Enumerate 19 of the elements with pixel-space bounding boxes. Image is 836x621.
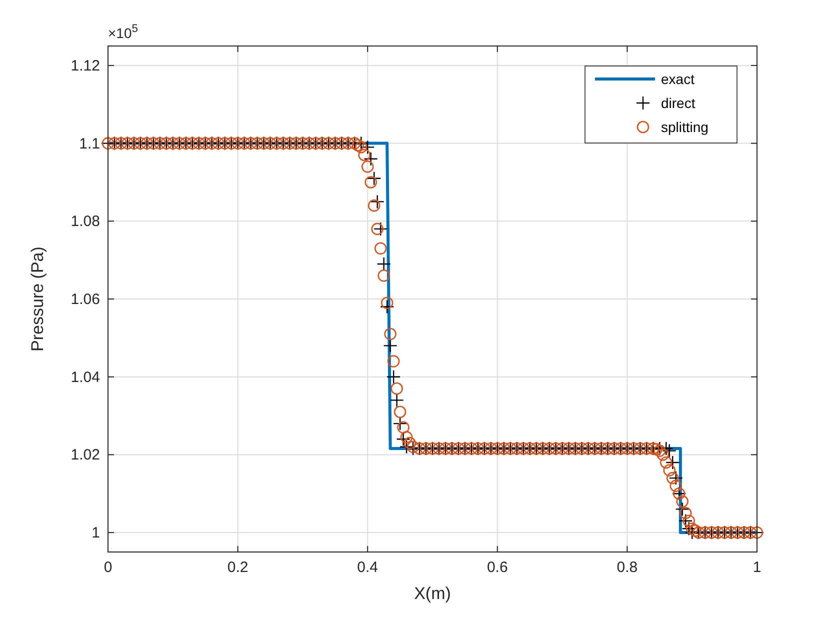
text: ×10$^{5}$ <box>108 23 138 41</box>
x-tick-label: 0.4 <box>357 559 378 576</box>
y-tick-label: 1.08 <box>70 213 100 230</box>
x-tick-label: 0.2 <box>227 559 248 576</box>
y-tick-label: 1.12 <box>70 57 100 74</box>
x-tick-label: 0.8 <box>616 559 638 576</box>
legend-label: exact <box>661 71 695 87</box>
y-tick-label: 1 <box>92 524 100 542</box>
x-axis-title: X(m) <box>414 584 451 603</box>
x-tick-label: 0.6 <box>486 559 508 576</box>
x-tick-label: 0 <box>104 559 112 576</box>
y-tick-label: 1.02 <box>70 446 100 464</box>
legend-label: splitting <box>661 119 708 135</box>
y-tick-label: 1.04 <box>70 368 100 386</box>
y-tick-label: 1.06 <box>70 291 100 308</box>
y-axis-title: Pressure (Pa) <box>28 246 47 352</box>
x-tick-label: 1 <box>752 559 762 576</box>
legend-label: direct <box>661 95 696 111</box>
y-tick-label: 1.1 <box>79 135 100 152</box>
